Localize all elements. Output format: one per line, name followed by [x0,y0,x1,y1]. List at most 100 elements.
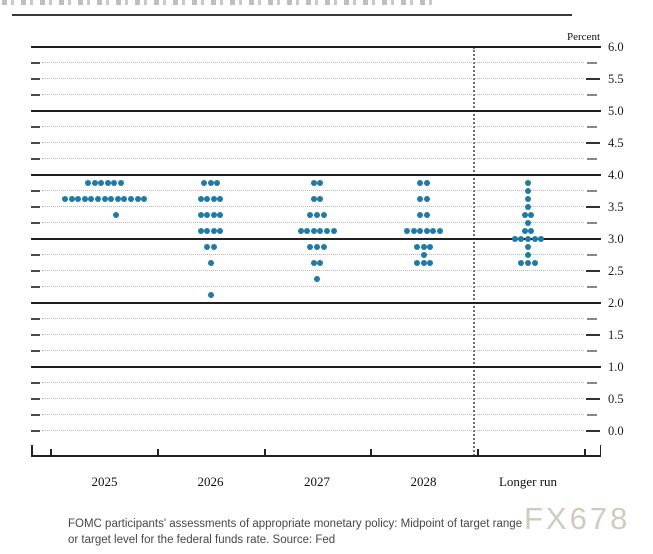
gridline-dotted [42,382,584,383]
gridline-dotted [42,206,584,207]
projection-dot [121,196,128,202]
x-axis-tick [370,449,372,455]
gridline-dotted [42,62,584,63]
x-axis-tick [584,449,586,455]
projection-dot [94,196,101,202]
projection-dot [114,196,121,202]
projection-dot [430,228,437,234]
gridline-left-dash [31,126,40,128]
gridline-right-dash [587,254,597,256]
projection-dot [417,228,424,234]
gridline-left-dash [31,334,40,336]
projection-dot [420,252,427,258]
gridline-right-dash [586,430,600,432]
caption-line-1: FOMC participants' assessments of approp… [68,518,523,530]
projection-dot [410,228,417,234]
projection-dot [310,180,317,186]
gridline-dotted [42,350,584,351]
x-axis-bracket-end [599,445,601,455]
gridline-right-dash [586,206,600,208]
projection-dot [85,180,91,186]
gridline-left-dash [31,414,40,416]
gridline-right-dash [587,158,597,160]
gridline-dotted [42,318,584,319]
projection-dot [204,212,211,218]
projection-dot [423,196,430,202]
gridline-dotted [42,78,584,79]
gridline-left-dash [31,94,40,96]
projection-dot [207,260,214,266]
gridline-dotted [42,398,584,399]
y-tick-label: 3.5 [608,200,624,214]
gridline-dotted [42,414,584,415]
longer-run-separator-line [473,47,475,456]
projection-dot [61,196,68,202]
projection-dot [525,252,531,258]
projection-dot [320,244,327,250]
y-tick-label: 0.0 [608,424,624,438]
projection-dot [88,196,95,202]
chart-caption: FOMC participants' assessments of approp… [68,516,548,548]
projection-dot [307,212,314,218]
projection-dot [317,196,324,202]
projection-dot [307,244,314,250]
projection-dot [217,212,224,218]
x-axis-tick [50,449,52,455]
projection-dot [518,260,525,266]
gridline-dotted [42,270,584,271]
gridline-right-dash [587,190,597,192]
gridline-right-dash [587,286,597,288]
projection-dot [210,212,217,218]
projection-dot [525,188,531,194]
gridline-right-dash [587,382,597,384]
projection-dot [417,196,424,202]
projection-dot [437,228,443,234]
projection-dot [101,196,108,202]
gridline-solid [31,46,601,48]
projection-dot [323,228,330,234]
projection-dot [528,212,535,218]
x-category-label: 2025 [91,474,118,489]
gridline-dotted [42,222,584,223]
y-tick-label: 5.5 [608,72,624,86]
projection-dot [207,292,214,298]
projection-dot [528,228,535,234]
projection-dot [423,212,430,218]
projection-dot [525,180,531,186]
caption-line-2: or target level for the federal funds ra… [68,534,336,546]
gridline-left-dash [31,254,40,256]
gridline-dotted [42,94,584,95]
gridline-solid [31,366,601,368]
projection-dot [297,228,304,234]
gridline-left-dash [31,382,40,384]
gridline-solid [31,174,601,176]
projection-dot [81,196,88,202]
projection-dot [404,228,410,234]
x-category-label: 2027 [304,474,330,489]
gridline-left-dash [31,206,40,208]
projection-dot [112,212,119,218]
gridline-dotted [42,142,584,143]
projection-dot [197,196,204,202]
gridline-left-dash [31,270,40,272]
gridline-left-dash [31,190,40,192]
projection-dot [511,236,518,242]
projection-dot [417,212,424,218]
gridline-right-dash [586,78,600,80]
projection-dot [91,180,98,186]
projection-dot [427,244,434,250]
projection-dot [531,236,538,242]
projection-dot [525,220,531,226]
gridline-dotted [42,254,584,255]
projection-dot [217,228,224,234]
projection-dot [423,228,430,234]
gridline-right-dash [587,350,597,352]
gridline-left-dash [31,222,40,224]
gridline-right-dash [587,318,597,320]
gridline-right-dash [587,126,597,128]
gridline-right-dash [587,62,597,64]
projection-dot [68,196,75,202]
projection-dot [521,212,528,218]
projection-dot [304,228,311,234]
